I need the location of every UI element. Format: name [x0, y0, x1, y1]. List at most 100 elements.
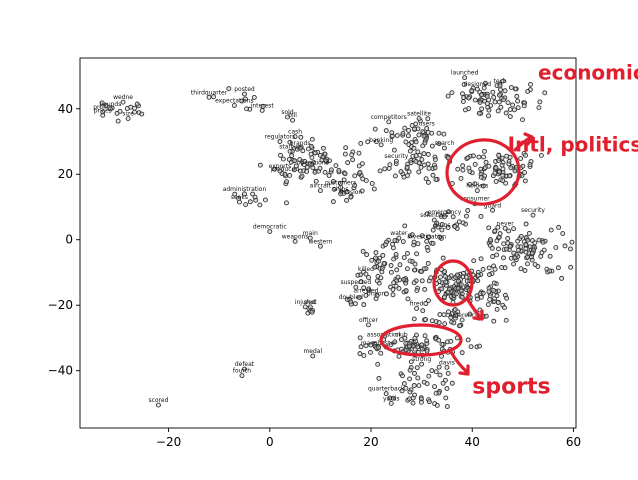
labeled-point [292, 238, 298, 244]
data-point [419, 233, 425, 239]
data-point [444, 386, 450, 391]
annotation-label: Intl, politics [508, 132, 638, 156]
data-point [435, 224, 441, 230]
data-point [406, 169, 412, 175]
labeled-point [348, 194, 354, 200]
data-point [382, 242, 388, 248]
point-label: pounds [99, 101, 121, 108]
point-label: mission [339, 189, 362, 196]
point-label: regulators [265, 133, 296, 140]
data-point [355, 272, 361, 278]
data-point [419, 269, 425, 274]
data-point [465, 208, 471, 213]
data-point [459, 294, 465, 300]
y-tick-label: 0 [65, 233, 73, 247]
data-point [374, 278, 380, 284]
data-point [360, 176, 366, 182]
data-point [478, 92, 484, 98]
data-point [361, 285, 367, 291]
data-point [330, 199, 336, 205]
point-label: posted [234, 86, 255, 93]
data-point [308, 151, 314, 157]
data-point [404, 266, 410, 272]
data-point [518, 233, 524, 239]
data-point [356, 295, 362, 301]
data-point [445, 93, 451, 99]
x-tick-label: −20 [156, 435, 181, 449]
data-point [481, 154, 486, 160]
data-point [423, 176, 429, 182]
data-point [526, 230, 532, 236]
annotation-label: sports [472, 375, 550, 400]
data-point [289, 153, 295, 159]
data-point [366, 286, 372, 292]
data-point [391, 147, 397, 153]
data-point [444, 404, 450, 409]
data-point [480, 183, 486, 189]
data-point [523, 242, 529, 247]
data-point [419, 157, 425, 162]
data-point [527, 244, 533, 250]
labeled-point [396, 235, 402, 241]
labeled-point [285, 114, 290, 120]
data-point [449, 311, 455, 317]
sports-arrow [449, 350, 470, 376]
data-point [547, 268, 553, 274]
labeled-point [310, 165, 316, 171]
data-point [472, 161, 478, 167]
labeled-point [155, 402, 161, 408]
labeled-point [441, 145, 447, 151]
data-point [537, 99, 543, 105]
data-point [356, 163, 362, 169]
data-point [493, 179, 499, 184]
cluster-18 [357, 333, 482, 359]
data-point [494, 238, 500, 244]
point-label: water [390, 230, 408, 237]
labeled-point [378, 142, 384, 148]
data-point [405, 296, 411, 302]
data-point [408, 359, 414, 365]
data-point [382, 166, 388, 172]
data-point [383, 128, 389, 134]
labeled-point [267, 229, 273, 234]
data-point [291, 167, 297, 173]
data-point [244, 106, 250, 112]
data-point [373, 250, 379, 256]
data-point [439, 353, 445, 359]
data-point [357, 335, 363, 341]
data-point [412, 267, 417, 273]
data-point [481, 85, 487, 91]
data-point [455, 166, 461, 172]
data-point [375, 361, 381, 367]
data-point [456, 278, 461, 284]
data-point [317, 165, 323, 171]
data-point [569, 239, 575, 245]
data-point [388, 342, 394, 348]
data-point [442, 294, 447, 300]
data-point [446, 209, 451, 215]
data-point [425, 247, 431, 253]
data-point [134, 101, 140, 107]
data-point [406, 128, 412, 133]
data-point [522, 170, 527, 175]
data-point [508, 255, 514, 261]
data-point [453, 313, 459, 319]
data-point [403, 385, 409, 391]
data-point [536, 237, 542, 243]
data-point [299, 173, 305, 179]
data-point [400, 239, 406, 245]
data-point [396, 353, 402, 359]
point-label: satellite [407, 111, 431, 118]
data-point [486, 113, 491, 119]
labeled-point [307, 235, 313, 241]
data-point [482, 80, 488, 86]
economic-arrow [513, 132, 534, 152]
data-point [496, 246, 501, 252]
data-point [401, 381, 407, 387]
data-point [491, 280, 497, 286]
data-point [510, 102, 516, 108]
data-point [491, 94, 497, 100]
data-point [403, 288, 409, 294]
labeled-point [107, 106, 113, 112]
point-label: profits [93, 104, 112, 111]
